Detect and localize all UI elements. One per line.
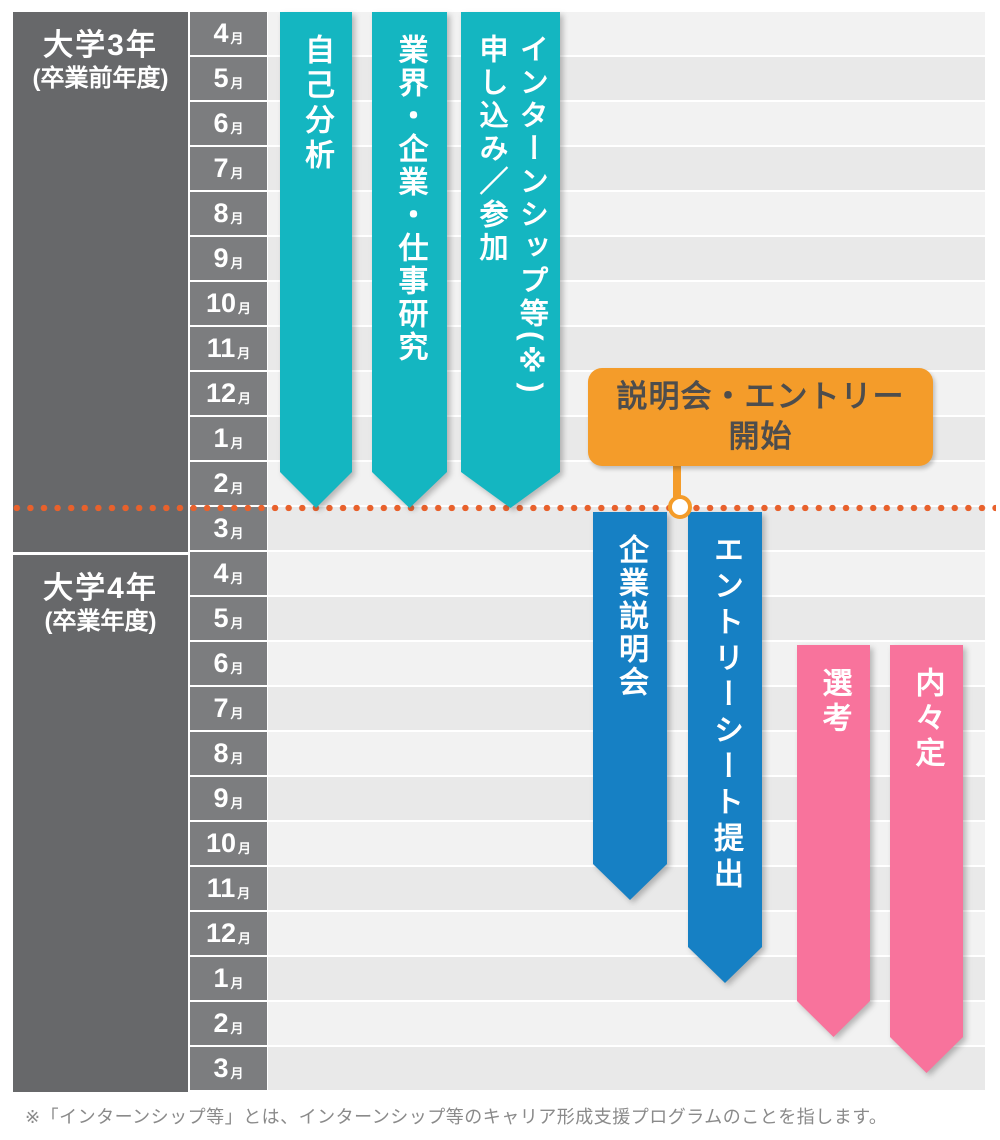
month-row-stripe [268,1002,985,1045]
month-cell: 11 月 [190,327,267,370]
month-row-stripe [268,957,985,1000]
month-cell: 10 月 [190,282,267,325]
month-cell: 12 月 [190,912,267,955]
arrow-label: エントリーシート提出 [709,534,742,894]
callout-stem [673,460,681,500]
arrow-screening: 選考 [797,645,870,1037]
year-title: 大学4年 [43,572,158,605]
callout-seminar-entry-start: 説明会・エントリー 開始 [588,368,933,466]
arrow-label: 選考 [817,667,851,737]
month-cell: 10 月 [190,822,267,865]
year-block-university-4: 大学4年 (卒業年度) [13,555,188,1092]
arrow-label: 業界・企業・仕事研究 [393,34,427,364]
arrow-label: インターンシップ等(※) 申し込み／参加 [475,34,548,397]
callout-line2: 開始 [728,419,793,454]
callout-line1: 説明会・エントリー [616,378,905,414]
callout-anchor-circle [668,495,692,519]
month-row-stripe [268,1047,985,1090]
footnote: ※「インターンシップ等」とは、インターンシップ等のキャリア形成支援プログラムのこ… [25,1107,888,1127]
arrow-self-analysis: 自己分析 [280,12,352,508]
arrow-entry-sheet-submission: エントリーシート提出 [688,512,762,983]
month-row-stripe [268,912,985,955]
arrow-company-info-session: 企業説明会 [593,512,667,900]
arrow-industry-company-job-research: 業界・企業・仕事研究 [372,12,447,508]
march-start-dotted-line [10,503,996,513]
arrow-internship-apply-participate: インターンシップ等(※) 申し込み／参加 [461,12,560,508]
year-subtitle: (卒業年度) [44,607,157,635]
month-cell: 11 月 [190,867,267,910]
year-title: 大学3年 [43,29,158,62]
year-block-university-3: 大学3年 (卒業前年度) [13,12,188,552]
arrow-informal-offer: 内々定 [890,645,963,1073]
arrow-label: 自己分析 [300,34,333,174]
month-cell: 12 月 [190,372,267,415]
year-subtitle: (卒業前年度) [32,64,169,92]
arrow-label: 企業説明会 [614,534,647,699]
arrow-label: 内々定 [910,667,944,772]
